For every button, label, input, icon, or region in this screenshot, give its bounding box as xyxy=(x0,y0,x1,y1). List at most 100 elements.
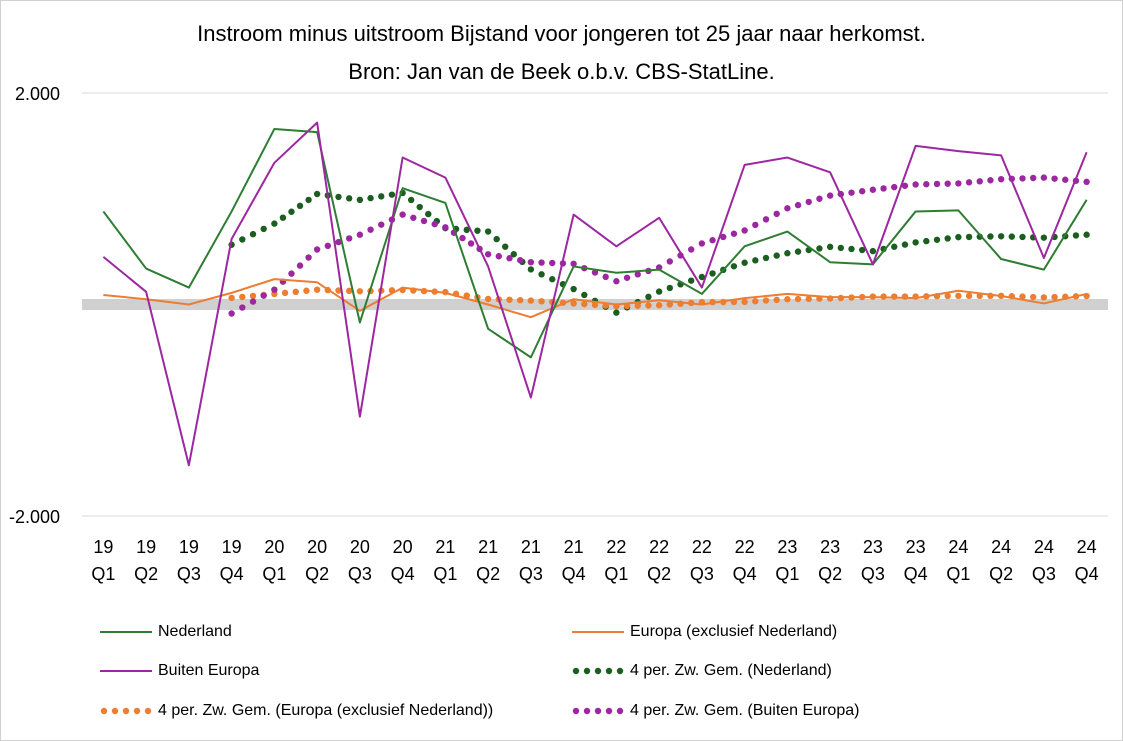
x-tick-quarter-19: Q4 xyxy=(904,564,928,584)
series-dot-4-53 xyxy=(794,295,802,303)
series-dot-5-15 xyxy=(378,221,385,228)
series-dot-3-25 xyxy=(474,227,481,234)
series-dot-4-67 xyxy=(944,292,951,300)
series-dot-5-69 xyxy=(944,180,951,187)
series-dot-3-83 xyxy=(1083,231,1090,238)
series-dot-5-26 xyxy=(484,251,492,258)
series-dot-5-8 xyxy=(305,254,312,261)
series-dot-5-32 xyxy=(549,259,556,267)
series-dot-5-29 xyxy=(516,257,524,264)
series-dot-3-28 xyxy=(502,243,509,250)
x-tick-quarter-0: Q1 xyxy=(91,564,115,584)
chart-subtitle: Bron: Jan van de Beek o.b.v. CBS-StatLin… xyxy=(348,59,775,84)
series-dot-5-21 xyxy=(442,224,449,231)
series-dot-4-40 xyxy=(655,302,663,309)
legend-item-2: Buiten Europa xyxy=(100,661,259,681)
x-tick-quarter-21: Q2 xyxy=(989,564,1013,584)
series-dot-3-32 xyxy=(538,271,545,278)
series-dot-3-47 xyxy=(698,273,706,281)
series-dot-5-61 xyxy=(858,188,866,195)
series-5 xyxy=(228,174,1090,317)
series-dot-5-2 xyxy=(249,298,257,305)
series-dot-3-71 xyxy=(955,233,962,241)
series-dot-5-55 xyxy=(794,201,802,209)
grid-layer xyxy=(82,92,1108,517)
series-dot-3-6 xyxy=(288,208,295,215)
x-tick-year-17: 23 xyxy=(820,537,840,557)
series-dot-3-35 xyxy=(570,285,577,293)
series-dot-3-77 xyxy=(1019,233,1026,241)
series-dot-3-24 xyxy=(463,226,470,234)
series-dot-3-44 xyxy=(666,284,674,292)
series-line-1 xyxy=(103,278,1087,319)
x-tick-year-20: 24 xyxy=(948,537,968,557)
series-0 xyxy=(102,127,1088,359)
legend-item-0: Nederland xyxy=(100,622,232,642)
x-tick-quarter-2: Q3 xyxy=(177,564,201,584)
x-tick-quarter-9: Q2 xyxy=(476,564,500,584)
series-dot-3-7 xyxy=(296,202,304,210)
series-dot-3-67 xyxy=(912,239,919,246)
series-dot-4-2 xyxy=(249,292,257,300)
series-dot-3-46 xyxy=(687,277,695,284)
series-dot-5-24 xyxy=(467,240,475,247)
series-dot-3-19 xyxy=(416,203,423,211)
series-dot-3-48 xyxy=(709,270,716,277)
series-dot-3-13 xyxy=(356,196,364,204)
series-dot-5-49 xyxy=(730,230,738,237)
series-dot-4-8 xyxy=(313,286,321,293)
series-dot-3-63 xyxy=(869,247,877,255)
series-dot-5-60 xyxy=(848,189,855,196)
series-dot-3-65 xyxy=(891,243,898,250)
legend-label-1: Europa (exclusief Nederland) xyxy=(630,623,838,640)
series-dot-5-37 xyxy=(602,273,609,281)
series-dot-5-36 xyxy=(591,269,599,276)
series-dot-4-62 xyxy=(891,293,898,300)
series-dot-4-49 xyxy=(752,297,759,305)
series-dot-4-11 xyxy=(345,287,353,295)
legend-item-3: 4 per. Zw. Gem. (Nederland) xyxy=(572,661,832,681)
series-dot-4-27 xyxy=(516,296,524,304)
x-tick-year-14: 22 xyxy=(692,537,712,557)
series-dot-5-7 xyxy=(296,262,304,269)
x-tick-year-2: 19 xyxy=(179,537,199,557)
series-dot-5-45 xyxy=(687,246,695,253)
series-dot-3-18 xyxy=(407,196,415,204)
x-tick-year-5: 20 xyxy=(307,537,327,557)
series-dot-4-75 xyxy=(1029,293,1037,301)
x-tick-year-1: 19 xyxy=(136,537,156,557)
series-line-0 xyxy=(102,127,1088,359)
series-dot-3-33 xyxy=(549,276,556,283)
x-tick-year-8: 21 xyxy=(435,537,455,557)
series-dot-3-27 xyxy=(493,235,500,243)
x-tick-quarter-22: Q3 xyxy=(1032,564,1056,584)
series-dot-5-76 xyxy=(1019,175,1026,182)
series-dot-5-4 xyxy=(271,286,278,293)
series-dot-5-10 xyxy=(324,242,332,250)
x-tick-year-3: 19 xyxy=(222,537,242,557)
chart-title: Instroom minus uitstroom Bijstand voor j… xyxy=(197,21,926,46)
x-tick-year-4: 20 xyxy=(264,537,284,557)
x-tick-quarter-11: Q4 xyxy=(562,564,586,584)
series-dot-5-28 xyxy=(506,255,513,262)
series-dot-4-5 xyxy=(281,289,289,297)
series-dot-5-70 xyxy=(955,180,962,187)
series-dot-3-5 xyxy=(279,214,287,221)
series-dot-3-55 xyxy=(784,250,791,257)
series-dot-3-56 xyxy=(794,248,802,255)
series-dot-5-1 xyxy=(239,304,246,311)
series-dot-3-20 xyxy=(425,210,432,218)
series-dot-4-33 xyxy=(581,300,588,308)
x-tick-year-0: 19 xyxy=(93,537,113,557)
series-dot-3-59 xyxy=(826,243,834,251)
series-dot-5-34 xyxy=(570,260,577,267)
series-dot-5-74 xyxy=(997,175,1005,183)
legend-swatch-3 xyxy=(572,661,624,681)
x-tick-year-9: 21 xyxy=(478,537,498,557)
series-dot-5-65 xyxy=(901,182,909,189)
series-dot-5-18 xyxy=(410,214,417,221)
series-dot-3-16 xyxy=(388,191,396,198)
series-dot-3-69 xyxy=(933,236,941,243)
series-dot-5-13 xyxy=(356,231,364,238)
x-tick-year-15: 22 xyxy=(735,537,755,557)
